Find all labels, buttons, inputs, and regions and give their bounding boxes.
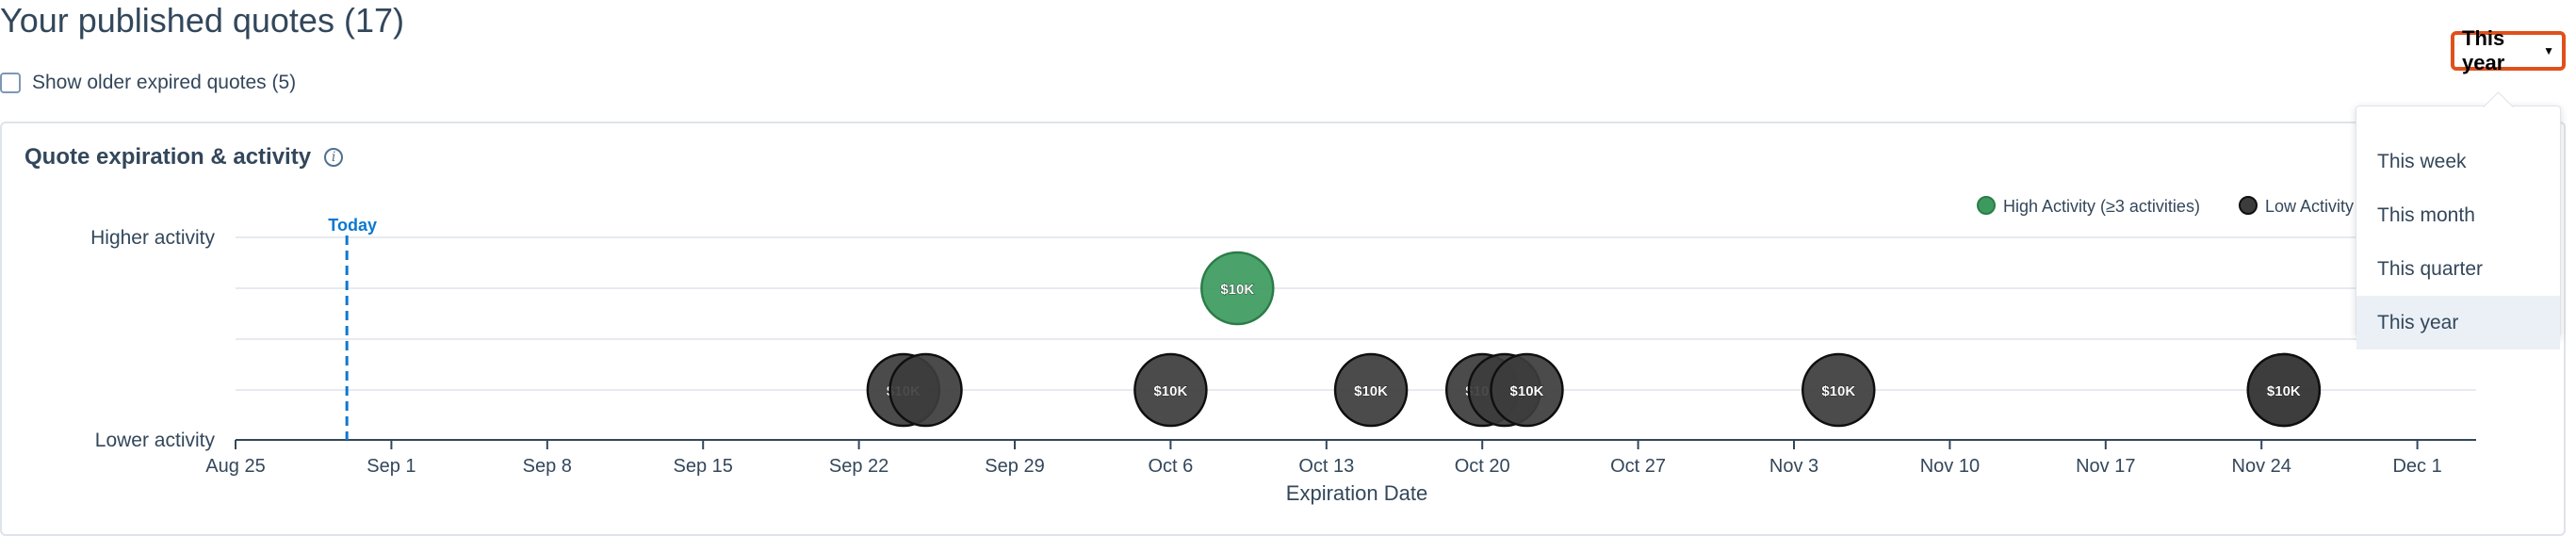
date-range-option-year[interactable]: This year bbox=[2356, 296, 2560, 349]
card-header: Quote expiration & activity i bbox=[24, 144, 344, 171]
show-older-row[interactable]: Show older expired quotes (5) bbox=[0, 70, 296, 96]
date-range-menu: This week This month This quarter This y… bbox=[2356, 106, 2561, 349]
x-tick-label: Oct 6 bbox=[1149, 456, 1194, 477]
quote-bubble-label: $10K bbox=[1510, 383, 1544, 399]
x-axis-title: Expiration Date bbox=[1286, 481, 1427, 505]
x-tick-label: Oct 27 bbox=[1610, 456, 1666, 477]
show-older-label[interactable]: Show older expired quotes (5) bbox=[32, 72, 297, 93]
x-tick-label: Sep 1 bbox=[367, 456, 416, 477]
quote-bubble bbox=[1333, 352, 1409, 428]
legend-high-label: High Activity (≥3 activities) bbox=[2003, 197, 2200, 216]
date-range-selected-label: This year bbox=[2462, 26, 2505, 74]
quote-bubble-label: $10K bbox=[2267, 383, 2301, 399]
caret-down-icon: ▼ bbox=[2543, 44, 2554, 57]
quote-activity-card: Quote expiration & activity i bbox=[0, 122, 2566, 536]
quote-bubble-label: $10K bbox=[1354, 383, 1388, 399]
x-tick-label: Oct 20 bbox=[1455, 456, 1510, 477]
x-tick-label: Sep 8 bbox=[523, 456, 572, 477]
quote-bubble bbox=[1200, 251, 1275, 326]
quote-bubble bbox=[889, 352, 963, 428]
date-range-option-month[interactable]: This month bbox=[2377, 203, 2475, 226]
x-tick-label: Dec 1 bbox=[2392, 456, 2441, 477]
quote-bubble-label: $10K bbox=[1153, 383, 1187, 399]
x-tick-label: Nov 3 bbox=[1769, 456, 1818, 477]
x-tick-label: Sep 15 bbox=[674, 456, 733, 477]
quote-expiration-chart: Aug 25 Sep 1 Sep 8 Sep 15 Sep 22 Sep 29 Oct 6 O… bbox=[90, 196, 2476, 505]
y-label-lower: Lower activity bbox=[95, 430, 216, 451]
quote-bubble bbox=[2246, 352, 2322, 428]
quote-bubble bbox=[1490, 352, 1564, 428]
card-title: Quote expiration & activity bbox=[24, 144, 312, 170]
x-tick-label: Nov 17 bbox=[2076, 456, 2135, 477]
chart-axes: Aug 25 Sep 1 Sep 8 Sep 15 Sep 22 Sep 29 Oct 6 O… bbox=[90, 216, 2476, 505]
x-tick-label: Nov 10 bbox=[1920, 456, 1980, 477]
date-range-option-week[interactable]: This week bbox=[2377, 150, 2467, 172]
legend-high-swatch bbox=[1977, 196, 1996, 215]
x-tick-label: Oct 13 bbox=[1298, 456, 1354, 477]
info-icon[interactable]: i bbox=[324, 148, 344, 167]
x-tick-label: Nov 24 bbox=[2232, 456, 2291, 477]
y-label-higher: Higher activity bbox=[90, 227, 215, 249]
x-tick-label: Sep 22 bbox=[829, 456, 889, 477]
chart-marks: $10K$10K$10K$10K$10K$10K$10K$10K bbox=[866, 251, 2322, 428]
x-tick-label: Aug 25 bbox=[205, 456, 265, 477]
date-range-dropdown-button[interactable]: This year ▼ bbox=[2451, 26, 2566, 74]
page-title: Your published quotes (17) bbox=[0, 1, 404, 40]
today-label: Today bbox=[328, 216, 377, 235]
x-tick-label: Sep 29 bbox=[985, 456, 1044, 477]
chart-legend: High Activity (≥3 activities) Low Activit… bbox=[1977, 196, 2354, 216]
legend-low-swatch bbox=[2239, 196, 2258, 215]
quote-bubble-label: $10K bbox=[1220, 282, 1254, 298]
date-range-option-quarter[interactable]: This quarter bbox=[2377, 257, 2484, 280]
quote-bubble bbox=[1133, 352, 1208, 428]
quote-bubble-label: $10K bbox=[1821, 383, 1855, 399]
quote-bubble bbox=[1802, 352, 1876, 428]
legend-low-label: Low Activity bbox=[2265, 197, 2354, 216]
show-older-checkbox[interactable] bbox=[0, 73, 21, 93]
